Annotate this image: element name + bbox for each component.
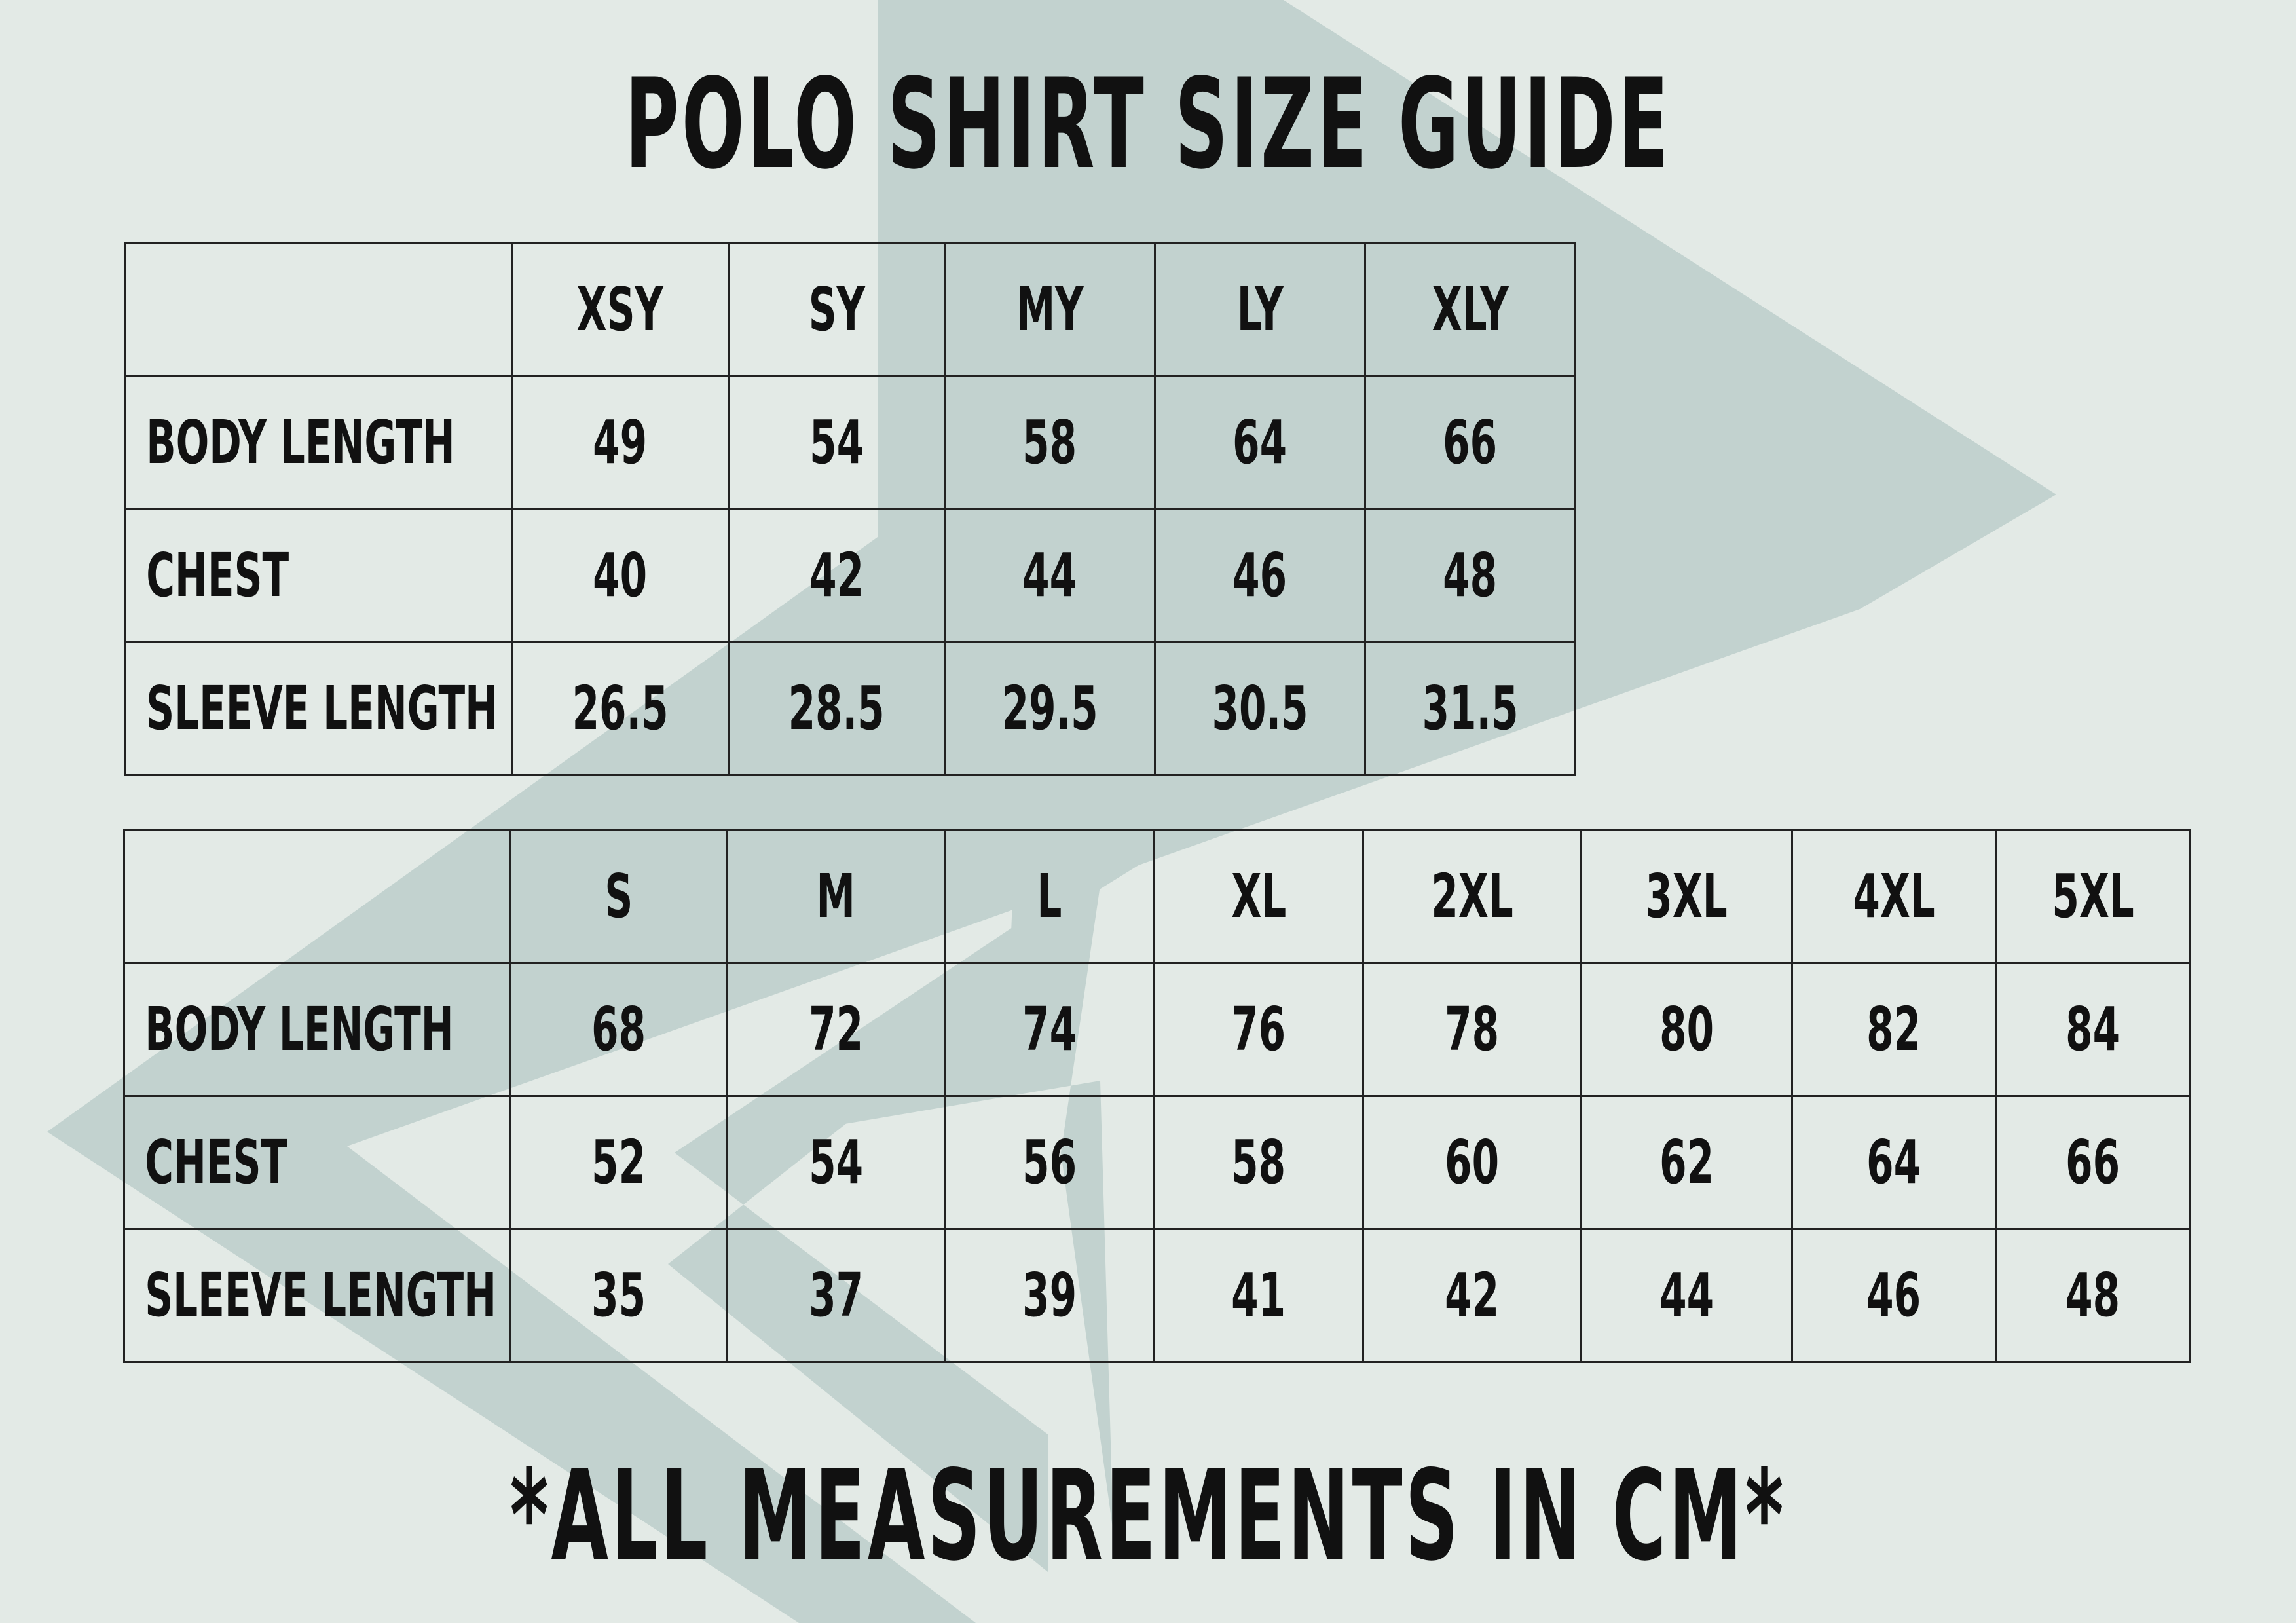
- size-header: S: [509, 829, 728, 964]
- table-cell: 28.5: [728, 641, 946, 776]
- table-cell: 29.5: [944, 641, 1156, 776]
- table-cell: 66: [1995, 1095, 2191, 1230]
- youth-header-row: XSY SY MY LY XLY: [124, 242, 1576, 377]
- table-cell: 49: [511, 375, 730, 510]
- table-row: CHEST 40 42 44 46 48: [124, 508, 1576, 643]
- table-cell: 40: [511, 508, 730, 643]
- table-cell: 74: [944, 962, 1155, 1097]
- row-label: BODY LENGTH: [123, 962, 511, 1097]
- row-label: BODY LENGTH: [124, 375, 513, 510]
- table-cell: 64: [1791, 1095, 1997, 1230]
- table-cell: 72: [726, 962, 946, 1097]
- table-row: CHEST 52 54 56 58 60 62 64 66: [123, 1095, 2191, 1230]
- table-cell: 41: [1153, 1228, 1364, 1363]
- size-header: 4XL: [1791, 829, 1997, 964]
- table-cell: 54: [726, 1095, 946, 1230]
- table-cell: 44: [944, 508, 1156, 643]
- row-label: CHEST: [123, 1095, 511, 1230]
- size-header: XSY: [511, 242, 730, 377]
- table-cell: 35: [509, 1228, 728, 1363]
- table-cell: 64: [1154, 375, 1366, 510]
- table-cell: 39: [944, 1228, 1155, 1363]
- table-cell: 62: [1580, 1095, 1793, 1230]
- table-cell: 30.5: [1154, 641, 1366, 776]
- size-header: L: [944, 829, 1155, 964]
- size-header: 2XL: [1362, 829, 1582, 964]
- row-label: SLEEVE LENGTH: [123, 1228, 511, 1363]
- measurement-note: *ALL MEASUREMENTS IN CM*: [509, 1444, 1787, 1588]
- size-header: MY: [944, 242, 1156, 377]
- table-cell: 84: [1995, 962, 2191, 1097]
- page-title: POLO SHIRT SIZE GUIDE: [625, 52, 1671, 196]
- table-cell: 26.5: [511, 641, 730, 776]
- table-cell: 58: [944, 375, 1156, 510]
- size-header: XL: [1153, 829, 1364, 964]
- table-cell: 82: [1791, 962, 1997, 1097]
- table-cell: 44: [1580, 1228, 1793, 1363]
- table-row: BODY LENGTH 68 72 74 76 78 80 82 84: [123, 962, 2191, 1097]
- table-cell: 48: [1995, 1228, 2191, 1363]
- adult-header-row: S M L XL 2XL 3XL 4XL 5XL: [123, 829, 2191, 964]
- table-cell: 56: [944, 1095, 1155, 1230]
- table-cell: 42: [1362, 1228, 1582, 1363]
- row-label: CHEST: [124, 508, 513, 643]
- table-cell: 42: [728, 508, 946, 643]
- table-cell: 78: [1362, 962, 1582, 1097]
- table-row: SLEEVE LENGTH 35 37 39 41 42 44 46 48: [123, 1228, 2191, 1363]
- table-cell: 66: [1364, 375, 1576, 510]
- table-cell: 46: [1791, 1228, 1997, 1363]
- table-cell: 46: [1154, 508, 1366, 643]
- table-cell: 48: [1364, 508, 1576, 643]
- table-cell: 58: [1153, 1095, 1364, 1230]
- size-header: LY: [1154, 242, 1366, 377]
- corner-cell: [123, 829, 511, 964]
- table-cell: 54: [728, 375, 946, 510]
- table-cell: 60: [1362, 1095, 1582, 1230]
- table-cell: 37: [726, 1228, 946, 1363]
- size-header: XLY: [1364, 242, 1576, 377]
- table-cell: 80: [1580, 962, 1793, 1097]
- size-header: 3XL: [1580, 829, 1793, 964]
- table-row: SLEEVE LENGTH 26.5 28.5 29.5 30.5 31.5: [124, 641, 1576, 776]
- adult-size-table: S M L XL 2XL 3XL 4XL 5XL BODY LENGTH 68 …: [123, 829, 2191, 1363]
- table-cell: 52: [509, 1095, 728, 1230]
- table-cell: 68: [509, 962, 728, 1097]
- size-header: M: [726, 829, 946, 964]
- table-cell: 31.5: [1364, 641, 1576, 776]
- table-row: BODY LENGTH 49 54 58 64 66: [124, 375, 1576, 510]
- size-header: SY: [728, 242, 946, 377]
- table-cell: 76: [1153, 962, 1364, 1097]
- row-label: SLEEVE LENGTH: [124, 641, 513, 776]
- youth-size-table: XSY SY MY LY XLY BODY LENGTH 49 54 58 64…: [124, 242, 1576, 776]
- size-header: 5XL: [1995, 829, 2191, 964]
- corner-cell: [124, 242, 513, 377]
